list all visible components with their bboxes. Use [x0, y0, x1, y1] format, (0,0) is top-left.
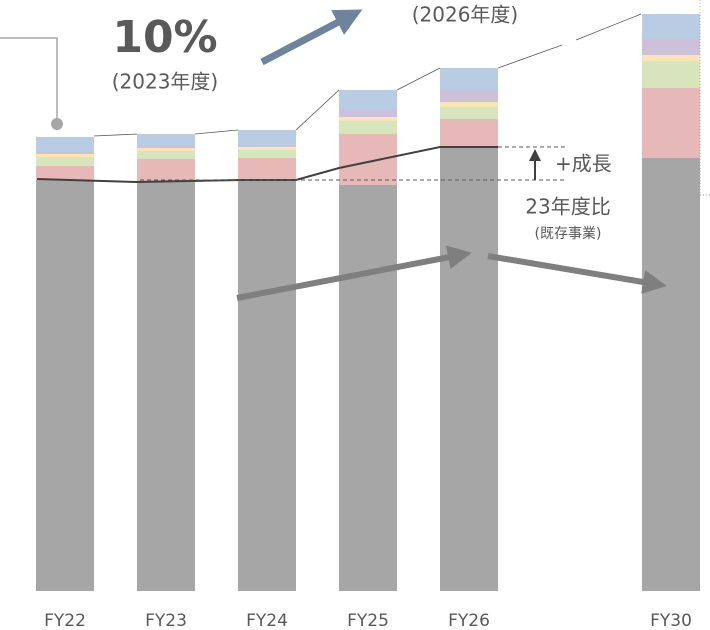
bar-segment	[440, 68, 498, 90]
bar-segment	[36, 137, 94, 152]
annotation: (既存事業)	[535, 226, 602, 242]
bar-segment	[238, 150, 296, 158]
x-tick-label: FY22	[44, 611, 86, 630]
bar-segment	[339, 90, 397, 110]
x-tick-label: FY25	[347, 611, 389, 630]
bar-segment	[339, 185, 397, 591]
bar-segment	[137, 146, 195, 148]
bar-segment	[238, 147, 296, 150]
bar-segment	[642, 39, 700, 55]
bar-segment	[238, 180, 296, 591]
bar-segment	[137, 151, 195, 159]
x-tick-label: FY26	[448, 611, 490, 630]
bar-segment	[339, 110, 397, 117]
bar-segment	[238, 145, 296, 147]
bar-segment	[440, 119, 498, 147]
annotation: 23年度比	[525, 195, 610, 219]
bar-segment	[642, 61, 700, 88]
bar-segment	[137, 181, 195, 591]
annotation: (2026年度)	[412, 3, 519, 27]
bar-segment	[440, 102, 498, 107]
bar-segment	[137, 148, 195, 151]
bar-segment	[642, 158, 700, 591]
x-tick-label: FY23	[145, 611, 187, 630]
x-tick-label: FY24	[246, 611, 288, 630]
x-tick-label: FY30	[650, 611, 692, 630]
bar-segment	[36, 180, 94, 591]
bar-segment	[137, 134, 195, 146]
bar-segment	[36, 152, 94, 154]
bar-segment	[339, 121, 397, 134]
bars	[36, 14, 700, 591]
bar-segment	[238, 158, 296, 180]
bar-segment	[36, 166, 94, 180]
bar-segment	[440, 107, 498, 119]
bar-segment	[238, 130, 296, 145]
bar-segment	[642, 55, 700, 61]
annotation: +成長	[555, 152, 612, 176]
bar-segment	[36, 157, 94, 166]
bar-segment	[137, 159, 195, 181]
bar-segment	[440, 147, 498, 591]
bar-segment	[642, 88, 700, 158]
annotation: (2023年度)	[112, 70, 219, 94]
bar-segment	[642, 14, 700, 39]
bar-segment	[339, 134, 397, 185]
bar-segment	[440, 90, 498, 102]
annotation: 10%	[112, 12, 217, 63]
bar-segment	[339, 117, 397, 121]
decorations	[0, 0, 710, 301]
bar-segment	[36, 154, 94, 157]
